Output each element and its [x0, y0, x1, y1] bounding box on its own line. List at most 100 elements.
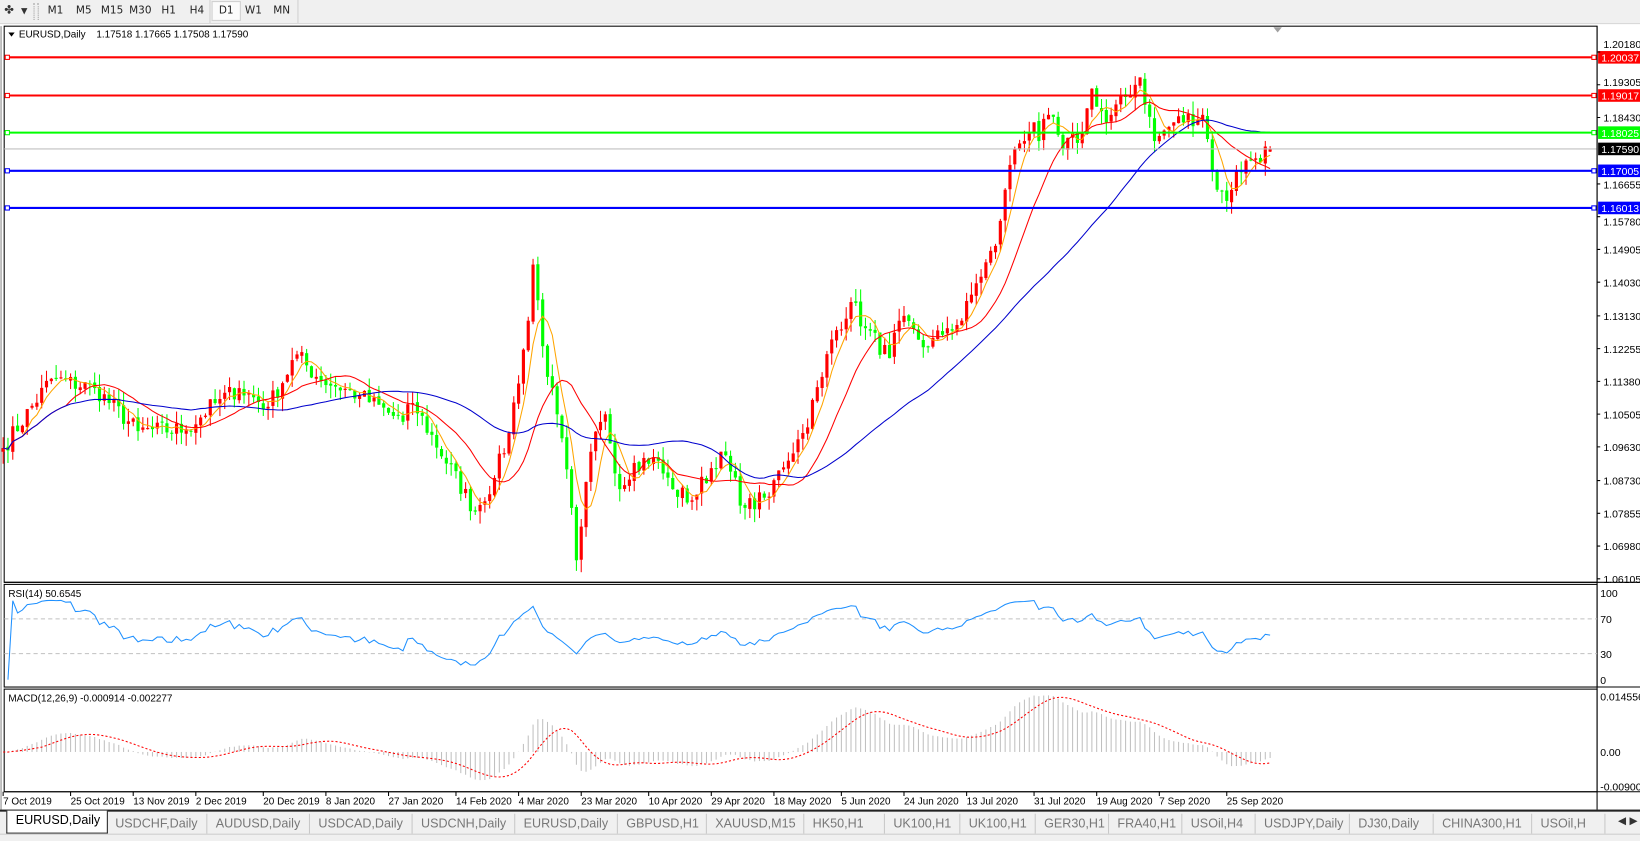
toolbar-grip[interactable] [33, 3, 39, 20]
candle [753, 492, 757, 523]
price-tick-label: 1.06105 [1603, 575, 1640, 586]
chevron-down-icon[interactable]: ▼ [20, 6, 28, 16]
level-anchor-handle[interactable] [1591, 168, 1597, 174]
candle-body [907, 315, 911, 321]
candle-body [887, 344, 892, 359]
level-anchor-handle[interactable] [1591, 205, 1597, 211]
candle [912, 318, 916, 334]
horizontal-level-line[interactable]: 1.20037 [4, 51, 1640, 65]
chart-tab[interactable]: USDCHF,Daily [107, 813, 208, 834]
tab-scroll-left-icon[interactable]: ◀ [1618, 815, 1627, 828]
candle-body [497, 453, 501, 479]
level-anchor-handle[interactable] [4, 205, 10, 211]
candle-body [329, 383, 333, 386]
candle-body [1268, 148, 1272, 152]
chart-tab[interactable]: USDCNH,Daily [413, 813, 516, 834]
level-anchor-handle[interactable] [1591, 92, 1597, 99]
rsi-tick-label: 100 [1600, 589, 1618, 600]
chart-window[interactable]: 1.20037 1.19017 1.18025 1.17005 1.16013 1.201… [0, 23, 1640, 810]
candle-body [791, 453, 795, 462]
price-pane [3, 25, 1598, 583]
chart-tab[interactable]: USOil,H4 [1182, 813, 1256, 834]
candle-body [454, 463, 458, 472]
timeframe-m30[interactable]: M30 [129, 5, 152, 17]
candle [1254, 152, 1258, 170]
chart-tab[interactable]: GBPUSD,H1 [618, 813, 707, 834]
ma-mid-line [3, 101, 1271, 486]
candle-body [223, 392, 227, 399]
level-anchor-handle[interactable] [4, 92, 10, 99]
level-anchor-handle[interactable] [4, 168, 10, 174]
candle-body [492, 477, 497, 496]
candles [1, 72, 1272, 573]
timeframe-mn[interactable]: MN [273, 5, 291, 17]
chart-tab[interactable]: UK100,H1 [885, 813, 961, 834]
timeframe-w1[interactable]: W1 [244, 5, 262, 17]
time-tick-label: 7 Sep 2020 [1159, 796, 1210, 807]
ma-fast-line [3, 89, 1271, 510]
candle [1046, 107, 1051, 120]
level-anchor-handle[interactable] [1591, 54, 1597, 60]
chart-tab[interactable]: AUDUSD,Daily [207, 813, 310, 834]
candle [656, 451, 660, 469]
candle-body [979, 276, 983, 283]
level-anchor-handle[interactable] [4, 130, 10, 136]
chart-tab[interactable]: XAUUSD,M15 [707, 813, 805, 834]
chart-shift-marker-icon[interactable] [1273, 27, 1282, 33]
timeframe-m5[interactable]: M5 [75, 5, 92, 17]
timeframe-m15[interactable]: M15 [100, 5, 124, 17]
chart-tab[interactable]: USDJPY,Daily [1256, 813, 1350, 834]
candle [223, 385, 227, 410]
horizontal-level-line[interactable]: 1.19017 [4, 89, 1640, 103]
candle-body [748, 498, 752, 509]
candle-body [1061, 134, 1065, 149]
candle [285, 374, 289, 383]
candle [1210, 131, 1214, 182]
candle [859, 289, 863, 336]
candle-body [623, 485, 627, 489]
candle-body [1186, 113, 1190, 123]
current-price-text: 1.17590 [1601, 145, 1639, 156]
chart-tab[interactable]: DJ30,Daily [1350, 813, 1434, 834]
timeframe-h4[interactable]: H4 [189, 5, 205, 17]
candle [1172, 122, 1176, 138]
candle-body [1128, 96, 1132, 98]
candle [117, 389, 121, 418]
chart-menu-triangle-icon[interactable] [8, 32, 15, 37]
chart-tab[interactable]: FRA40,H1 [1109, 813, 1183, 834]
crosshair-tool-icon[interactable]: ✤ [4, 3, 14, 17]
timeframe-h1[interactable]: H1 [161, 5, 176, 17]
tab-scroll-right-icon[interactable]: ▶ [1629, 815, 1638, 828]
chart-tab[interactable]: HK50,H1 [804, 813, 885, 834]
candle-body [488, 494, 492, 502]
level-price-label [1598, 126, 1640, 139]
candle-body [314, 376, 318, 379]
chart-tab[interactable]: EURUSD,Daily [6, 810, 108, 834]
candle [184, 425, 188, 446]
candle [464, 482, 468, 499]
chart-tab[interactable]: USDCAD,Daily [310, 813, 413, 834]
level-anchor-handle[interactable] [1591, 130, 1597, 136]
candle-body [386, 407, 391, 413]
level-anchor-handle[interactable] [4, 54, 10, 60]
horizontal-level-line[interactable]: 1.17005 [4, 164, 1640, 178]
chart-tab[interactable]: EURUSD,Daily [515, 813, 618, 834]
chart-tab[interactable]: UK100,H1 [960, 813, 1036, 834]
chart-tab[interactable]: GER30,H1 [1036, 813, 1110, 834]
candle [1109, 107, 1113, 130]
candle-body [1152, 118, 1157, 142]
candle-body [854, 301, 858, 303]
timeframe-m1[interactable]: M1 [47, 5, 64, 17]
candle-body [305, 353, 309, 366]
chart-tab[interactable]: USOil,H [1532, 813, 1606, 834]
candle [492, 475, 497, 497]
candle-body [1167, 126, 1171, 131]
timeframe-d1[interactable]: D1 [211, 1, 241, 21]
level-price-label [1598, 164, 1640, 178]
time-tick-label: 4 Mar 2020 [519, 796, 570, 807]
chart-tab[interactable]: CHINA300,H1 [1434, 813, 1533, 834]
horizontal-level-line[interactable]: 1.16013 [4, 201, 1640, 215]
candle-body [464, 488, 468, 494]
candle-body [984, 262, 988, 279]
horizontal-level-line[interactable]: 1.18025 [4, 126, 1640, 140]
